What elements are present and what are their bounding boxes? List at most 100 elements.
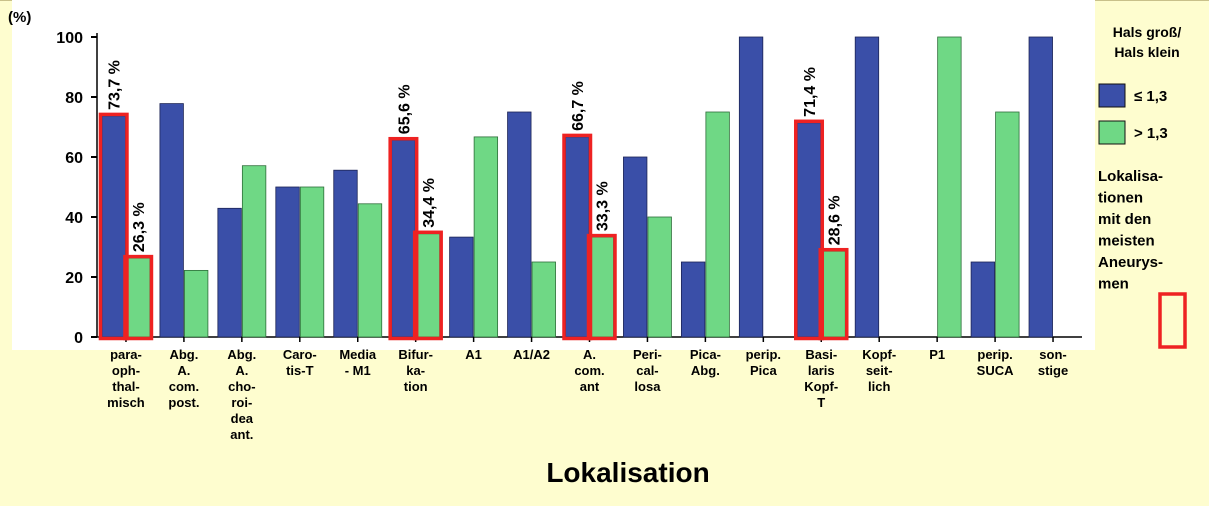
x-tick-label-line: Abg.: [691, 363, 720, 378]
x-tick-label: Peri-cal-losa: [633, 347, 662, 394]
highlight-legend-line: Lokalisa-: [1098, 168, 1163, 185]
legend-label-2: > 1,3: [1134, 125, 1168, 142]
y-tick-label: 60: [65, 150, 83, 167]
x-tick-label-line: losa: [634, 379, 661, 394]
highlight-frame: [818, 247, 849, 341]
x-tick-label: Basi-laris Kopf-T: [804, 347, 838, 410]
x-tick-label: A1: [465, 347, 482, 362]
x-tick-label-line: cho-: [228, 379, 255, 394]
x-tick-label-line: Pica: [750, 363, 778, 378]
x-tick-label-line: SUCA: [977, 363, 1014, 378]
bar-series1-12: [796, 122, 822, 338]
bar-series2-1: [184, 269, 209, 338]
bar-series1-2: [217, 207, 242, 338]
legend-title-line: Hals klein: [1114, 44, 1179, 60]
x-tick-label: P1: [929, 347, 945, 362]
highlight-legend-line: men: [1098, 276, 1129, 293]
x-tick-label-line: Basi-: [805, 347, 837, 362]
x-tick-label-line: misch: [107, 395, 145, 410]
bar-series2-10: [705, 111, 730, 338]
highlight-frame: [123, 254, 154, 341]
legend-swatch-1: [1098, 83, 1126, 108]
x-tick-label-line: Media: [339, 347, 377, 362]
bar-series2-6: [473, 136, 499, 338]
highlight-legend-line: mit den: [1098, 211, 1151, 228]
x-tick-label: Pica-Abg.: [690, 347, 721, 378]
x-tick-label-line: Kopf-: [862, 347, 896, 362]
x-tick-label: Media - M1: [339, 347, 377, 378]
highlight-legend-box: [1158, 292, 1187, 349]
x-tick-label-line: tion: [404, 379, 428, 394]
highlight-value-label: 66,7 %: [570, 81, 587, 131]
bar-series2-12: [821, 250, 846, 338]
x-tick-label-line: Abg.: [169, 347, 198, 362]
bar-series1-5: [391, 139, 416, 338]
x-tick-label-line: com.: [169, 379, 199, 394]
y-tick-label: 0: [74, 330, 83, 347]
bar-series2-4: [357, 203, 383, 338]
x-tick-label: Abg. A. com. post.: [168, 347, 199, 410]
x-axis-title: Lokalisation: [546, 457, 709, 488]
x-tick-label: para-oph-thal-misch: [107, 347, 145, 410]
x-tick-label-line: Kopf-: [804, 379, 838, 394]
bar-series1-3: [275, 186, 300, 338]
bar-series1-11: [738, 36, 764, 338]
bar-series2-2: [241, 165, 267, 338]
highlight-frame: [98, 112, 129, 341]
bar-series2-7: [531, 261, 556, 338]
x-tick-label: perip. Pica: [746, 347, 781, 378]
x-tick-label-line: ant: [580, 379, 600, 394]
bar-series1-0: [101, 115, 126, 338]
x-tick-label-line: A1/A2: [513, 347, 550, 362]
x-tick-label-line: com.: [574, 363, 604, 378]
bar-series1-9: [623, 156, 648, 338]
x-tick-label-line: seit-: [866, 363, 893, 378]
bar-series2-5: [415, 233, 441, 338]
x-tick-label-line: Peri-: [633, 347, 662, 362]
highlight-legend-text: Lokalisa-tionen mit den meisten Aneurys-men: [1098, 168, 1163, 293]
y-tick-label: 40: [65, 210, 83, 227]
bar-series2-0: [126, 257, 151, 338]
bar-series1-13: [854, 36, 880, 338]
bar-series2-9: [647, 216, 672, 338]
x-tick-label-line: stige: [1038, 363, 1068, 378]
x-tick-label: Caro-tis-T: [283, 347, 317, 378]
x-tick-label-line: Pica-: [690, 347, 721, 362]
highlight-value-label: 33,3 %: [595, 181, 612, 231]
highlight-value-label: 26,3 %: [131, 202, 148, 252]
x-tick-label-line: thal-: [112, 379, 139, 394]
x-tick-label-line: A.: [583, 347, 596, 362]
x-tick-label-line: P1: [929, 347, 945, 362]
y-axis-label: (%): [8, 9, 31, 26]
x-tick-label-line: - M1: [345, 363, 371, 378]
y-tick-label: 100: [56, 30, 83, 47]
x-tick-label: A. com. ant: [574, 347, 604, 394]
x-tick-label-line: A.: [177, 363, 190, 378]
bar-series1-15: [970, 261, 995, 338]
y-tick-label: 80: [65, 90, 83, 107]
x-tick-label: Bifur-ka-tion: [398, 347, 433, 394]
highlight-value-label: 28,6 %: [827, 195, 844, 245]
highlight-frame: [794, 119, 825, 341]
bar-series1-7: [507, 111, 532, 338]
x-tick-label-line: oph-: [112, 363, 140, 378]
highlight-legend-line: meisten: [1098, 233, 1155, 250]
bar-series1-10: [680, 261, 706, 338]
x-tick-label: perip. SUCA: [977, 347, 1014, 378]
x-tick-label-line: T: [817, 395, 825, 410]
x-tick-label-line: perip.: [746, 347, 781, 362]
legend-title-line: Hals groß/: [1113, 24, 1182, 40]
legend-title: Hals groß/Hals klein: [1113, 24, 1182, 60]
x-tick-label-line: A1: [465, 347, 482, 362]
bar-series2-15: [995, 111, 1020, 338]
x-tick-label: Kopf-seit-lich: [862, 347, 896, 394]
bar-series1-8: [565, 136, 590, 338]
x-tick-label-line: lich: [868, 379, 890, 394]
x-tick-label-line: roi-: [231, 395, 252, 410]
legend-swatch-2: [1098, 120, 1126, 145]
highlight-value-label: 71,4 %: [802, 67, 819, 117]
x-tick-label-line: Bifur-: [398, 347, 433, 362]
bar-series1-4: [333, 169, 358, 338]
